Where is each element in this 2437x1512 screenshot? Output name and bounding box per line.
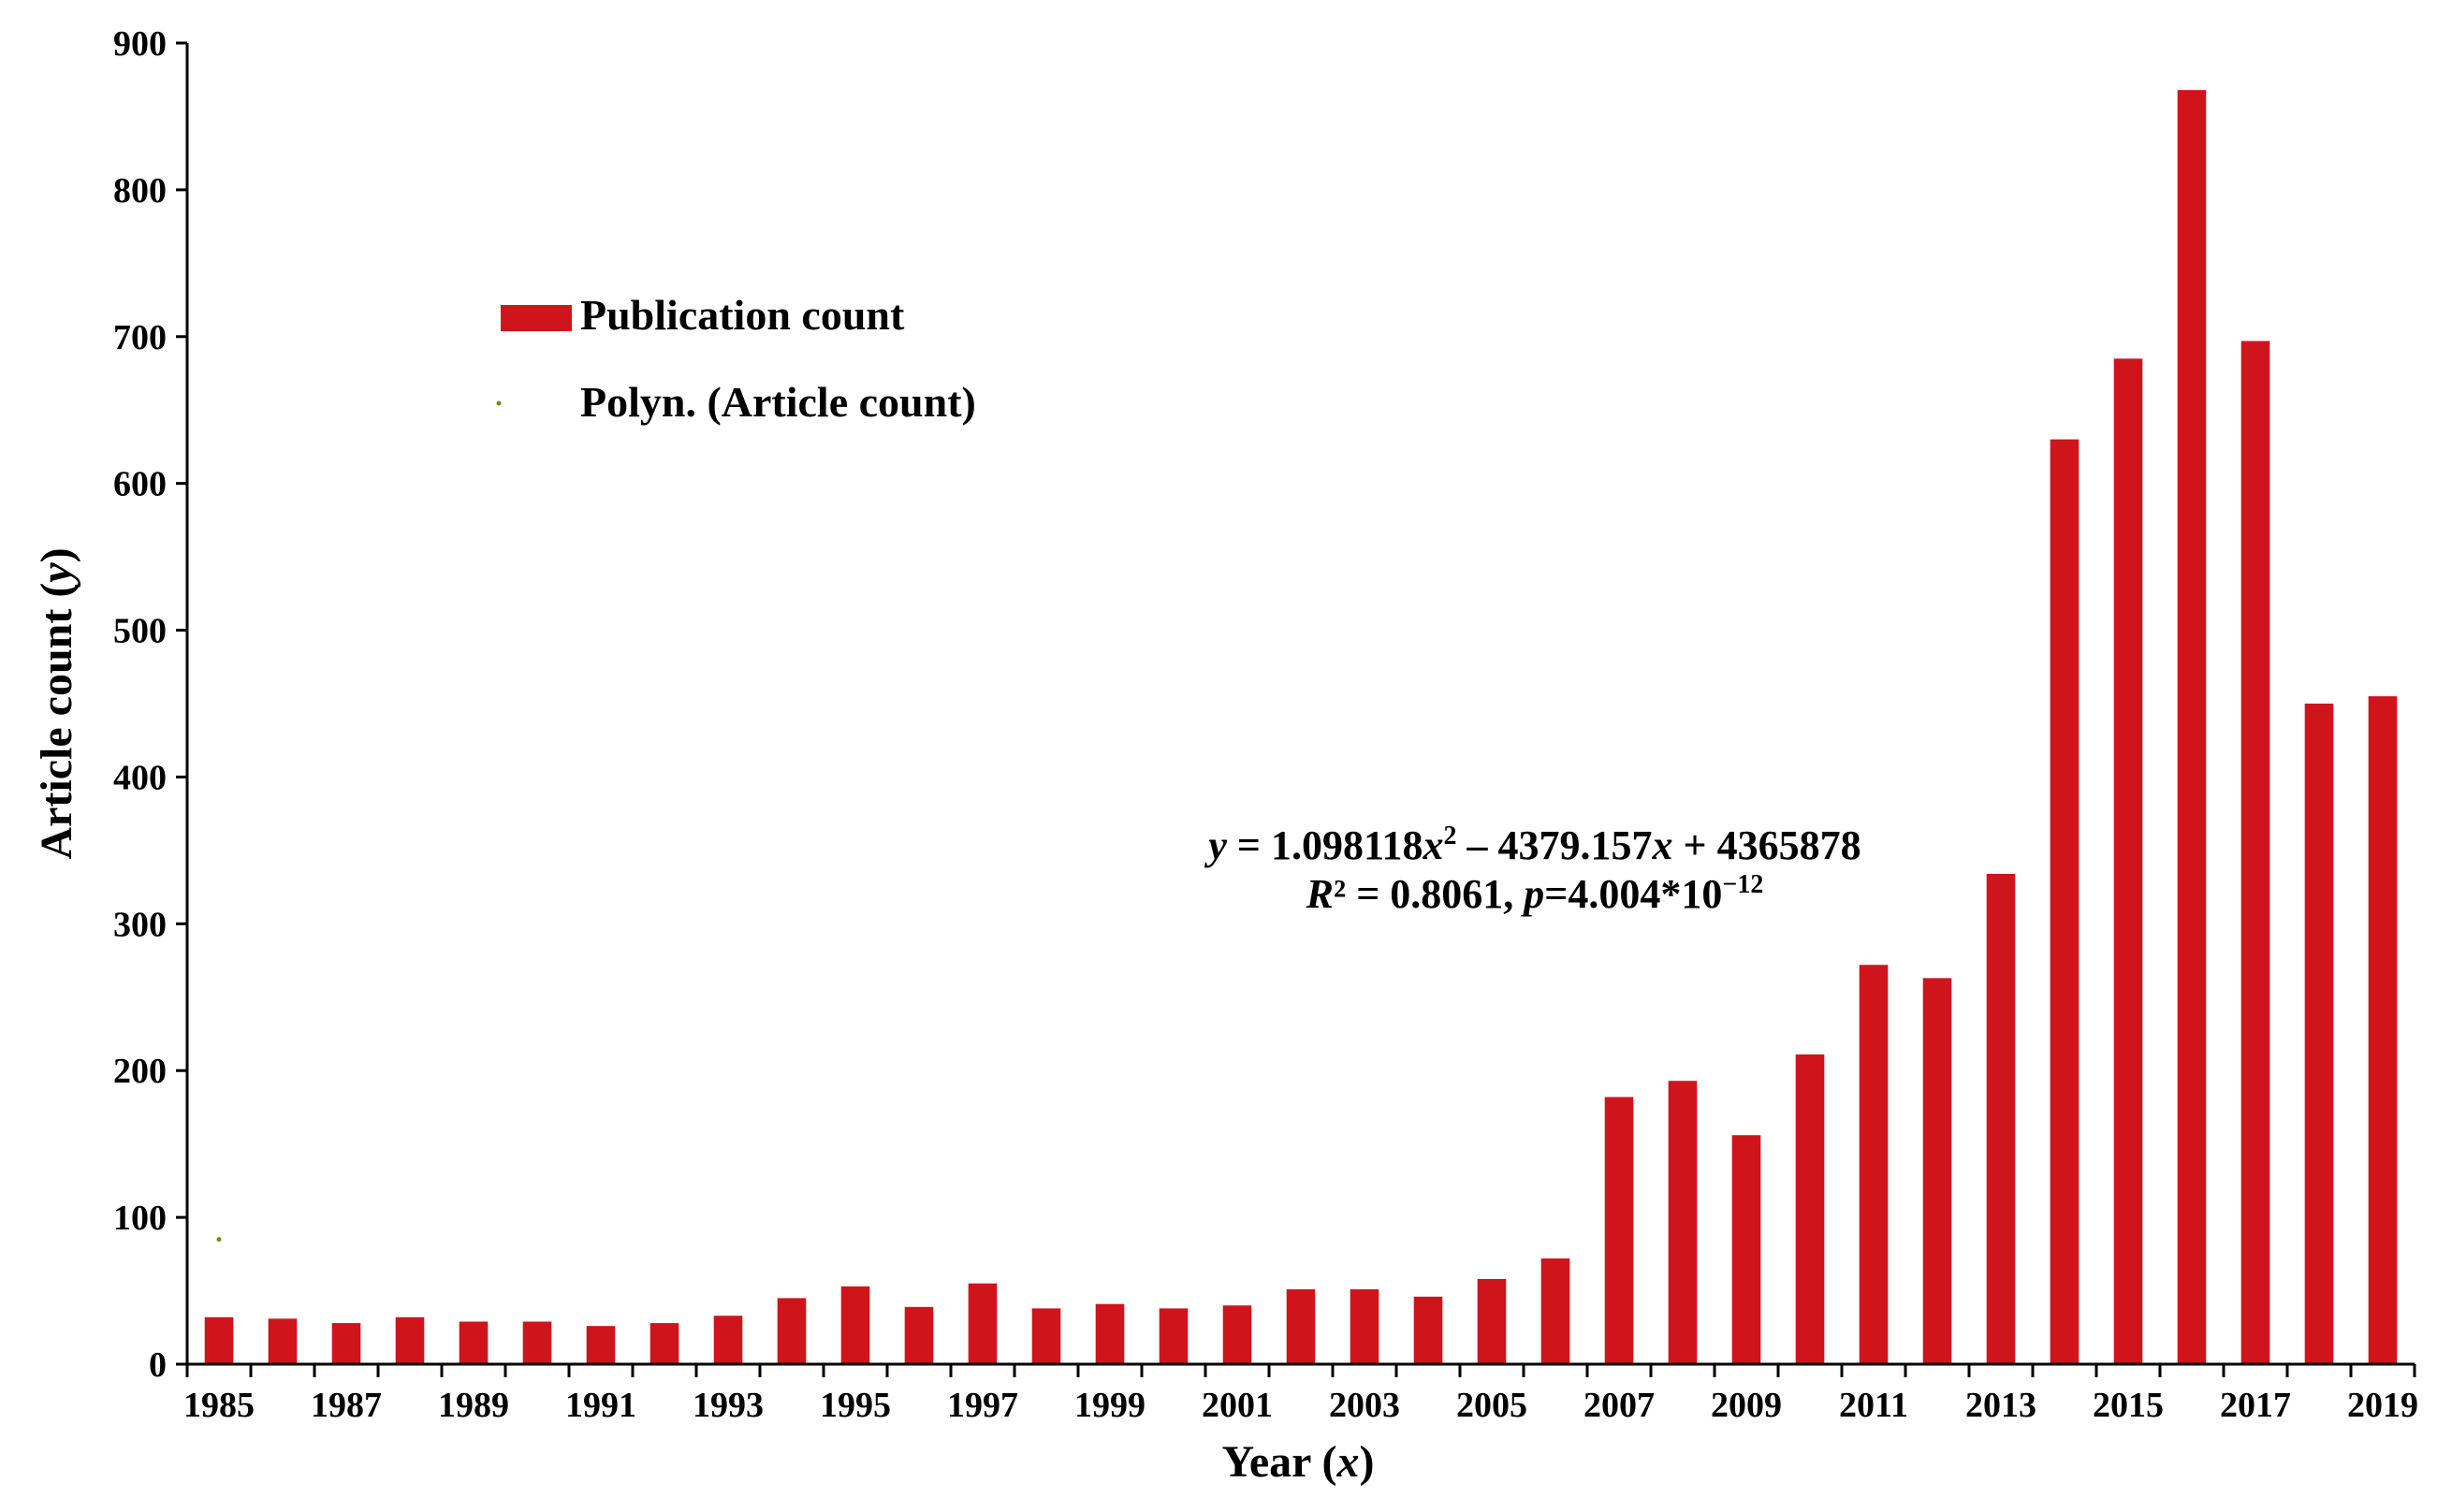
x-tick-label-2005: 2005 bbox=[1456, 1386, 1527, 1425]
bar-2010 bbox=[1795, 1054, 1825, 1364]
legend-label-polyn-article-count: Polyn. (Article count) bbox=[580, 378, 976, 426]
bar-2004 bbox=[1413, 1296, 1443, 1364]
y-tick-label-800: 800 bbox=[113, 171, 167, 211]
x-tick-label-1995: 1995 bbox=[820, 1386, 891, 1425]
y-tick-label-0: 0 bbox=[149, 1345, 167, 1385]
y-tick-label-100: 100 bbox=[113, 1199, 167, 1238]
eq-part-b: – 4379.157 bbox=[1457, 822, 1653, 868]
bar-2005 bbox=[1477, 1279, 1507, 1364]
bar-1996 bbox=[904, 1306, 934, 1364]
eq-x-var-1: x bbox=[1423, 822, 1444, 868]
stats-p-rest: =4.004*10 bbox=[1544, 871, 1722, 917]
bars-group bbox=[204, 90, 2398, 1365]
legend-marker-polyn-article-count bbox=[496, 400, 502, 406]
bar-2018 bbox=[2304, 704, 2334, 1364]
trendline-point-1985 bbox=[216, 1237, 222, 1243]
eq-part-c: + 4365878 bbox=[1673, 822, 1861, 868]
x-tick-label-1985: 1985 bbox=[183, 1386, 255, 1425]
bar-1985 bbox=[204, 1316, 234, 1364]
eq-part-a: = 1.098118 bbox=[1227, 822, 1423, 868]
y-tick-label-400: 400 bbox=[113, 758, 167, 797]
stats-p-var: p bbox=[1520, 871, 1544, 917]
x-tick-label-2013: 2013 bbox=[1965, 1386, 2036, 1425]
regression-stats: R² = 0.8061, p=4.004*10−12 bbox=[1306, 870, 1764, 917]
x-tick-label-1987: 1987 bbox=[311, 1386, 382, 1425]
eq-x-var-2: x bbox=[1652, 822, 1673, 868]
y-axis-title-var: y bbox=[32, 562, 81, 588]
y-tick-label-300: 300 bbox=[113, 905, 167, 944]
y-axis-title: Article count (y) bbox=[32, 547, 81, 859]
y-tick-label-900: 900 bbox=[113, 24, 167, 64]
x-tick-label-1997: 1997 bbox=[947, 1386, 1018, 1425]
y-ticks-group: 0 100 200 300 400 500 600 700 800 900 bbox=[113, 24, 187, 1385]
bar-1992 bbox=[649, 1323, 679, 1364]
x-tick-label-2009: 2009 bbox=[1711, 1386, 1782, 1425]
eq-y-var: y bbox=[1204, 822, 1227, 868]
x-tick-label-2007: 2007 bbox=[1583, 1386, 1655, 1425]
bar-1988 bbox=[395, 1316, 425, 1364]
bar-2008 bbox=[1668, 1081, 1698, 1364]
y-tick-label-500: 500 bbox=[113, 612, 167, 651]
x-tick-label-2017: 2017 bbox=[2220, 1386, 2291, 1425]
stats-r-var: R bbox=[1306, 871, 1334, 917]
bar-1994 bbox=[777, 1298, 807, 1364]
x-tick-label-2001: 2001 bbox=[1202, 1386, 1273, 1425]
bar-2015 bbox=[2113, 358, 2143, 1364]
stats-p-exp: −12 bbox=[1722, 870, 1763, 899]
x-tick-label-2011: 2011 bbox=[1839, 1386, 1908, 1425]
x-axis-title-close: ) bbox=[1360, 1437, 1375, 1487]
x-axis-title-var: x bbox=[1336, 1437, 1360, 1487]
bar-2002 bbox=[1286, 1288, 1316, 1364]
y-tick-label-700: 700 bbox=[113, 318, 167, 357]
x-ticks-group: 1985 1987 1989 1991 1993 1995 1997 1999 2001 2003… bbox=[183, 1364, 2418, 1425]
bar-2014 bbox=[2050, 439, 2079, 1365]
legend-swatch-publication-count bbox=[501, 305, 572, 331]
stats-r-rest: ² = 0.8061, bbox=[1334, 871, 1524, 917]
bar-2001 bbox=[1222, 1305, 1252, 1364]
trendline-group bbox=[216, 1237, 222, 1243]
x-tick-label-1993: 1993 bbox=[693, 1386, 764, 1425]
bar-2013 bbox=[1986, 873, 2016, 1364]
bar-2000 bbox=[1159, 1308, 1189, 1364]
y-tick-label-600: 600 bbox=[113, 465, 167, 504]
regression-annotation: y = 1.098118x2 – 4379.157x + 4365878 R² … bbox=[1204, 821, 1861, 917]
y-axis-title-close: ) bbox=[32, 547, 81, 562]
x-tick-label-2015: 2015 bbox=[2093, 1386, 2164, 1425]
x-tick-label-1989: 1989 bbox=[438, 1386, 509, 1425]
x-tick-label-2019: 2019 bbox=[2347, 1386, 2418, 1425]
bar-1987 bbox=[331, 1323, 361, 1364]
bar-2011 bbox=[1859, 965, 1889, 1364]
bar-2003 bbox=[1350, 1288, 1379, 1364]
x-axis-title: Year (x) bbox=[1221, 1437, 1374, 1487]
eq-square: 2 bbox=[1444, 821, 1457, 850]
x-tick-label-1991: 1991 bbox=[565, 1386, 636, 1425]
bar-2006 bbox=[1540, 1258, 1570, 1364]
x-axis-title-text: Year ( bbox=[1221, 1437, 1336, 1487]
bar-1997 bbox=[968, 1283, 998, 1364]
x-tick-label-1999: 1999 bbox=[1074, 1386, 1146, 1425]
bar-1990 bbox=[522, 1321, 552, 1364]
legend: Publication count Polyn. (Article count) bbox=[496, 291, 976, 426]
x-tick-label-2003: 2003 bbox=[1329, 1386, 1400, 1425]
bar-1989 bbox=[459, 1321, 489, 1364]
bar-2009 bbox=[1731, 1135, 1761, 1364]
bar-1993 bbox=[713, 1316, 743, 1364]
y-tick-label-200: 200 bbox=[113, 1052, 167, 1091]
bar-1986 bbox=[268, 1318, 298, 1364]
bar-1995 bbox=[840, 1286, 870, 1364]
bar-1999 bbox=[1095, 1303, 1125, 1364]
legend-label-publication-count: Publication count bbox=[580, 291, 905, 339]
bar-2016 bbox=[2177, 90, 2207, 1365]
y-axis-title-text: Article count ( bbox=[32, 583, 81, 860]
bar-2019 bbox=[2368, 696, 2398, 1364]
bar-2012 bbox=[1922, 978, 1952, 1364]
bar-1991 bbox=[586, 1326, 616, 1364]
regression-equation: y = 1.098118x2 – 4379.157x + 4365878 bbox=[1204, 821, 1861, 868]
bar-2017 bbox=[2240, 341, 2270, 1365]
bar-1998 bbox=[1031, 1308, 1061, 1364]
bar-2007 bbox=[1604, 1097, 1634, 1364]
